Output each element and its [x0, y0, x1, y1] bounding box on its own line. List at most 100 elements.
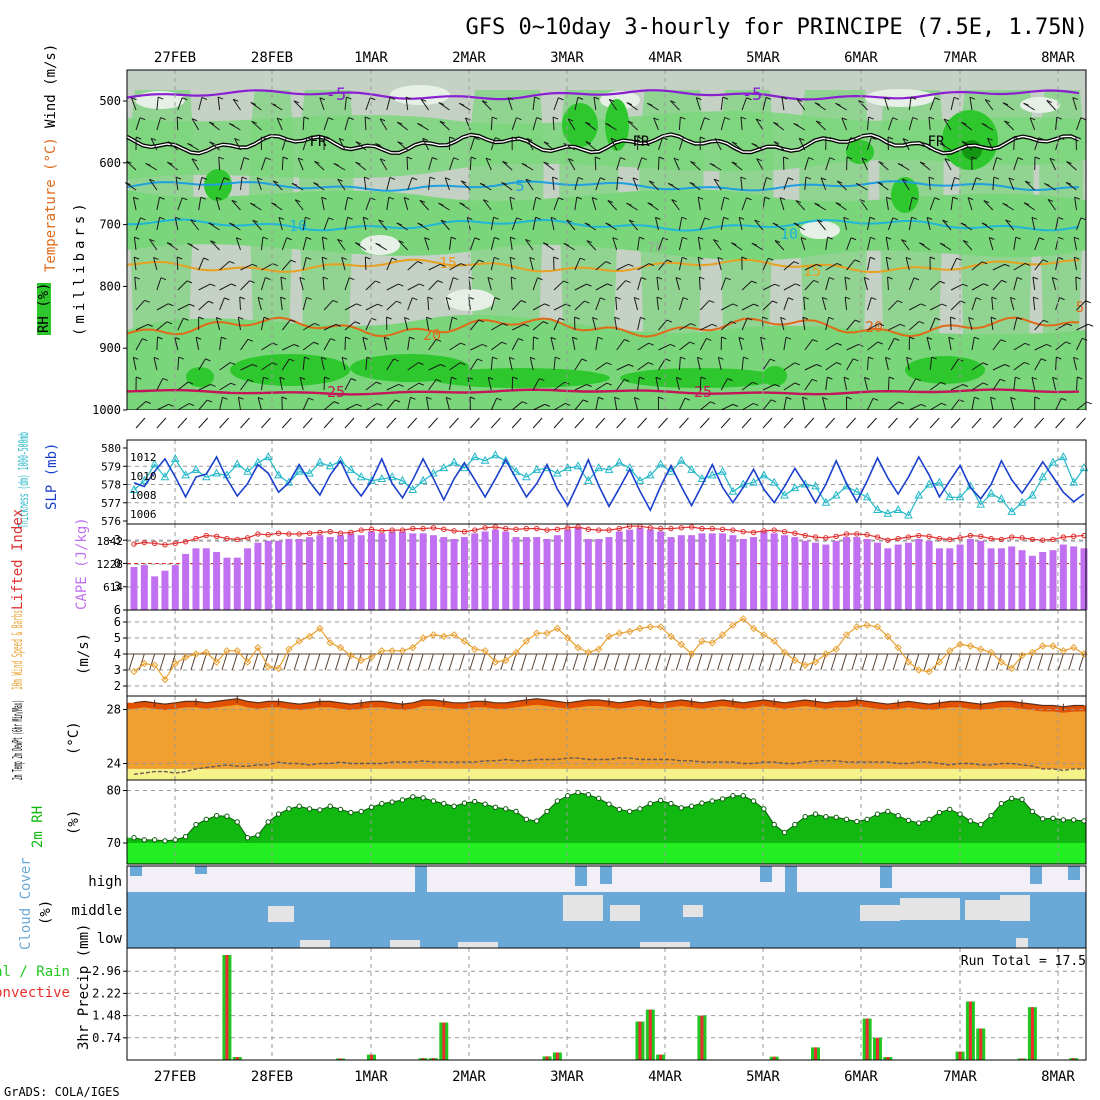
- wind-barb-flag: [396, 300, 402, 304]
- wind-barb: [627, 120, 638, 131]
- wind-barb-flag: [983, 200, 990, 204]
- rh-point: [244, 835, 251, 841]
- li-point: [337, 530, 344, 536]
- wind-barb: [529, 257, 534, 271]
- wind10m-barb: [366, 653, 372, 671]
- precip-conv-bar: [659, 1054, 663, 1060]
- cloud-high-bar: [880, 866, 892, 888]
- wind-barb-flag: [911, 216, 917, 220]
- wind-barb: [804, 364, 817, 371]
- cloud-mid-gap: [860, 905, 900, 921]
- wind10m-point: [1069, 643, 1078, 652]
- wind-barb: [610, 138, 618, 151]
- wind-barb: [566, 219, 576, 231]
- contour-label: 25: [694, 383, 712, 401]
- wind-barb: [717, 257, 722, 271]
- wind10m-point: [388, 647, 396, 655]
- wind10m-barb: [200, 653, 207, 671]
- thickness-point: [160, 472, 170, 481]
- wind-barb: [135, 401, 147, 411]
- wind-barb: [697, 257, 701, 271]
- wind-barb: [908, 321, 920, 331]
- wind10m-point: [223, 647, 231, 655]
- wind-barb-flag: [934, 97, 940, 101]
- wind-barb: [783, 337, 787, 351]
- rh-point: [337, 806, 344, 813]
- upper-ylabel-rh: RH (%): [36, 282, 52, 333]
- wind-barb-flag: [542, 321, 549, 325]
- wind10m-barb: [944, 653, 951, 671]
- surface-wind-barb: [386, 417, 397, 429]
- surface-wind-barb: [1076, 417, 1086, 429]
- wind-barb-flag: [262, 236, 269, 240]
- wind-barb: [219, 337, 222, 351]
- rh-legend-swatch: [37, 283, 51, 335]
- wind-barb-flag: [762, 316, 768, 320]
- wind-barb: [469, 156, 472, 171]
- wind-barb-flag: [697, 196, 704, 200]
- wind-barb: [906, 357, 910, 371]
- thickness-point: [294, 466, 304, 475]
- thickness-point: [470, 452, 480, 461]
- wind-barb-flag: [779, 197, 786, 201]
- rh-point: [843, 816, 850, 823]
- wind-barb: [658, 344, 671, 351]
- wind-barb: [281, 156, 284, 171]
- cape-bar: [884, 548, 892, 610]
- wind10m-barb: [221, 653, 228, 671]
- wind-barb-flag: [355, 161, 361, 165]
- li-point: [792, 530, 798, 536]
- rh-point: [410, 794, 416, 800]
- wind10m-barb: [510, 653, 517, 671]
- wind-barb: [501, 182, 513, 191]
- wind-barb: [887, 276, 889, 291]
- wind-barb: [1034, 358, 1042, 371]
- wind-barb: [731, 141, 743, 151]
- cape-bar: [368, 531, 375, 610]
- wind-barb: [740, 177, 743, 191]
- li-point: [399, 527, 406, 533]
- wind10m-barb: [1068, 653, 1075, 671]
- wind-barb: [815, 120, 827, 131]
- thickness-point: [511, 466, 521, 475]
- wind-barb-flag: [157, 336, 163, 340]
- wind-barb-flag: [863, 276, 870, 280]
- wind-barb: [198, 257, 205, 271]
- wind-barb: [944, 158, 952, 171]
- wind-barb: [637, 377, 640, 391]
- axis-tick-label: 2.22: [92, 986, 121, 1000]
- wind-barb: [362, 217, 367, 231]
- contour-label: 15: [439, 254, 457, 272]
- rh-point: [162, 838, 168, 844]
- wind-barb-flag: [870, 236, 876, 240]
- wind-barb-flag: [624, 378, 630, 382]
- wind-barb: [616, 280, 626, 291]
- thickness-point: [687, 464, 696, 473]
- wind-barb: [867, 237, 871, 251]
- wind-barb: [156, 277, 162, 291]
- wind-barb-flag: [261, 136, 267, 140]
- wind-barb: [929, 97, 936, 111]
- axis-tick-label: 700: [99, 218, 121, 232]
- upper-ylabel-temp: Temperature (°C): [43, 137, 59, 272]
- wind-barb: [487, 277, 492, 291]
- wind-barb-flag: [751, 280, 757, 284]
- wind-barb-flag: [535, 216, 541, 220]
- wind-barb-flag: [713, 178, 720, 182]
- date-label-top: 28FEB: [251, 50, 293, 66]
- wind-barb: [1074, 197, 1077, 211]
- wind-barb-flag: [751, 143, 757, 146]
- wind-barb: [1055, 341, 1067, 351]
- wind10m-point: [161, 675, 169, 684]
- wind10m-point: [181, 653, 190, 661]
- wind-barb: [135, 117, 141, 131]
- axis-tick-label: 2.96: [92, 964, 121, 978]
- li-point: [296, 531, 302, 537]
- wind-barb: [386, 399, 396, 411]
- wind-barb-flag: [655, 216, 661, 220]
- wind-barb: [950, 300, 961, 311]
- axis-tick-label: 0: [114, 556, 121, 570]
- wind-barb-flag: [375, 143, 381, 146]
- wind-barb-flag: [846, 156, 853, 160]
